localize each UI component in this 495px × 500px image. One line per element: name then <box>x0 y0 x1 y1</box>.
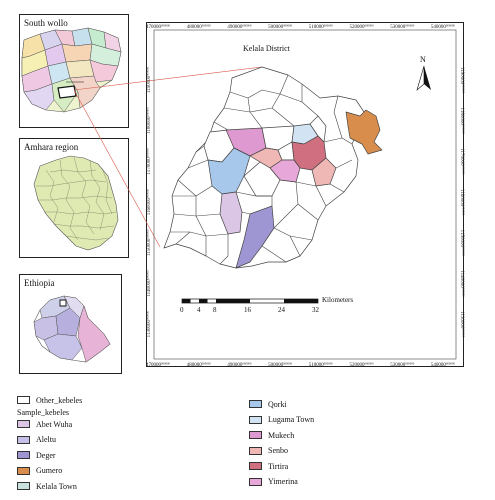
right-tick-label: 1170000000000 <box>459 148 466 175</box>
legend-swatch <box>17 435 30 444</box>
legend-swatch <box>17 451 30 459</box>
south-wollo-map <box>21 27 122 113</box>
top-tick-label: 490000000000 <box>227 24 252 31</box>
connector-line-bottom <box>73 89 161 248</box>
legend-label: Gumero <box>36 466 63 475</box>
legend-label: Other_kebeles <box>36 395 83 405</box>
amhara-title: Amhara region <box>24 142 79 152</box>
left-tick-label: 1180000000000 <box>146 107 153 134</box>
top-tick-label: 520000000000 <box>350 24 375 31</box>
legend-item: Gumero <box>17 466 62 476</box>
connector-line-top <box>73 66 263 91</box>
legend-item: Aleltu <box>17 435 56 445</box>
left-tick-label: 1170000000000 <box>146 148 153 175</box>
legend-label: Kelala Town <box>36 481 77 491</box>
legend-other-kebeles: Other_kebeles <box>17 395 82 405</box>
scale-tick-32: 32 <box>312 306 319 314</box>
amhara-map <box>33 155 119 251</box>
scale-tick-8: 8 <box>213 306 217 314</box>
top-tick-label: 500000000000 <box>268 24 293 31</box>
legend-label: Tirtira <box>268 461 289 471</box>
legend-swatch <box>17 482 30 490</box>
main-map-neatline <box>153 29 457 360</box>
top-tick-label: 510000000000 <box>309 24 334 31</box>
bottom-tick-label: 490000000000 <box>227 362 252 369</box>
scale-bar <box>181 298 319 304</box>
legend-label: Yimerina <box>268 477 298 486</box>
legend-label: Qorki <box>268 399 287 409</box>
legend-swatch <box>249 415 262 424</box>
legend-item: Kelala Town <box>17 481 77 491</box>
legend-item: Abet Wuha <box>17 419 72 429</box>
right-tick-label: 1160000000000 <box>459 189 466 216</box>
legend-item: Mukech <box>249 430 294 440</box>
legend-label: Deger <box>36 450 56 460</box>
scale-tick-16: 16 <box>244 306 251 314</box>
legend-item: Lugama Town <box>249 415 314 425</box>
legend-label: Lugama Town <box>268 415 315 424</box>
right-tick-label: 1150000000000 <box>459 230 466 257</box>
ethiopia-title: Ethiopia <box>24 278 55 288</box>
south-wollo-title: South wollo <box>24 18 68 28</box>
legend-swatch <box>249 400 262 408</box>
left-tick-label: 1190000000000 <box>146 66 153 93</box>
legend-swatch <box>249 462 262 470</box>
right-tick-label: 1180000000000 <box>459 108 466 135</box>
right-tick-label: 1140000000000 <box>459 270 466 297</box>
bottom-tick-label: 470000000000 <box>146 362 171 369</box>
legend-swatch <box>17 396 30 404</box>
legend-group-title-text: Sample_kebeles <box>17 407 69 417</box>
top-tick-label: 480000000000 <box>187 24 212 31</box>
legend-swatch <box>17 466 30 475</box>
bottom-tick-label: 500000000000 <box>268 362 293 369</box>
scale-tick-4: 4 <box>197 306 201 314</box>
legend-item: Qorki <box>249 399 287 409</box>
district-label: Kelala District <box>243 44 290 53</box>
legend-swatch <box>17 420 30 428</box>
top-tick-label: 530000000000 <box>390 24 415 31</box>
right-tick-label: 1190000000000 <box>459 67 466 94</box>
legend-item: Senbo <box>249 446 288 456</box>
legend-item: Yimerina <box>249 477 298 487</box>
scale-tick-24: 24 <box>278 306 285 314</box>
legend-swatch <box>249 431 262 439</box>
legend-group-title: Sample_kebeles <box>17 407 69 417</box>
scale-unit-label: Kilometers <box>322 296 354 304</box>
top-tick-label: 470000000000 <box>146 24 171 31</box>
legend-label: Aleltu <box>36 435 56 444</box>
left-tick-label: 1150000000000 <box>146 229 153 256</box>
right-tick-label: 1130000000000 <box>459 311 466 338</box>
left-tick-label: 1160000000000 <box>146 188 153 215</box>
top-tick-label: 540000000000 <box>431 24 456 31</box>
bottom-tick-label: 530000000000 <box>390 362 415 369</box>
legend-swatch <box>249 446 262 455</box>
legend-swatch <box>249 477 262 486</box>
legend-label: Abet Wuha <box>36 419 73 429</box>
bottom-tick-label: 480000000000 <box>187 362 212 369</box>
legend-label: Senbo <box>268 446 288 455</box>
scale-tick-0: 0 <box>180 306 184 314</box>
north-arrow-icon <box>416 65 431 91</box>
left-tick-label: 1140000000000 <box>146 270 153 297</box>
legend-item: Tirtira <box>249 461 288 471</box>
bottom-tick-label: 540000000000 <box>431 362 456 369</box>
bottom-tick-label: 520000000000 <box>350 362 375 369</box>
kelala-district-map <box>163 66 383 269</box>
legend-item: Deger <box>17 450 56 460</box>
bottom-tick-label: 510000000000 <box>309 362 334 369</box>
ethiopia-map <box>33 295 111 363</box>
coordinate-ticks: 470000000000 480000000000 490000000000 5000… <box>146 24 466 369</box>
north-label: N <box>420 55 426 64</box>
legend-label: Mukech <box>268 430 295 440</box>
left-tick-label: 1130000000000 <box>146 311 153 338</box>
